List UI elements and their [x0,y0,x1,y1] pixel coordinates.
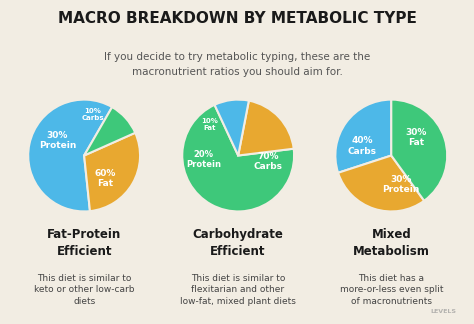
Text: Fat-Protein
Efficient: Fat-Protein Efficient [47,228,121,258]
Text: This diet has a
more-or-less even split
of macronutrients: This diet has a more-or-less even split … [340,274,443,306]
Wedge shape [392,99,447,201]
Wedge shape [28,99,112,212]
Wedge shape [238,101,294,156]
Text: 40%
Carbs: 40% Carbs [347,136,376,156]
Wedge shape [84,133,140,211]
Text: 60%
Fat: 60% Fat [94,169,115,188]
Text: MACRO BREAKDOWN BY METABOLIC TYPE: MACRO BREAKDOWN BY METABOLIC TYPE [57,11,417,26]
Wedge shape [336,99,392,173]
Text: 70%
Carbs: 70% Carbs [254,152,283,171]
Text: Mixed
Metabolism: Mixed Metabolism [353,228,430,258]
Text: 30%
Protein: 30% Protein [39,131,76,150]
Text: 20%
Protein: 20% Protein [186,150,221,169]
Wedge shape [84,107,135,156]
Text: 30%
Fat: 30% Fat [405,128,427,147]
Wedge shape [215,99,249,156]
Text: 30%
Protein: 30% Protein [382,175,419,194]
Text: LEVELS: LEVELS [430,309,456,314]
Text: 10%
Fat: 10% Fat [201,119,218,131]
Text: This diet is similar to
flexitarian and other
low-fat, mixed plant diets: This diet is similar to flexitarian and … [180,274,296,306]
Text: This diet is similar to
keto or other low-carb
diets: This diet is similar to keto or other lo… [34,274,135,306]
Text: Carbohydrate
Efficient: Carbohydrate Efficient [192,228,283,258]
Text: If you decide to try metabolic typing, these are the
macronutrient ratios you sh: If you decide to try metabolic typing, t… [104,52,370,77]
Wedge shape [182,105,294,212]
Wedge shape [338,156,424,212]
Text: 10%
Carbs: 10% Carbs [82,108,104,121]
